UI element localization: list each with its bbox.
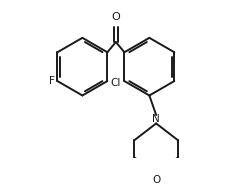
Text: F: F	[49, 76, 55, 86]
Text: O: O	[111, 12, 120, 22]
Text: O: O	[152, 175, 160, 185]
Text: Cl: Cl	[111, 78, 121, 88]
Text: N: N	[152, 114, 160, 124]
